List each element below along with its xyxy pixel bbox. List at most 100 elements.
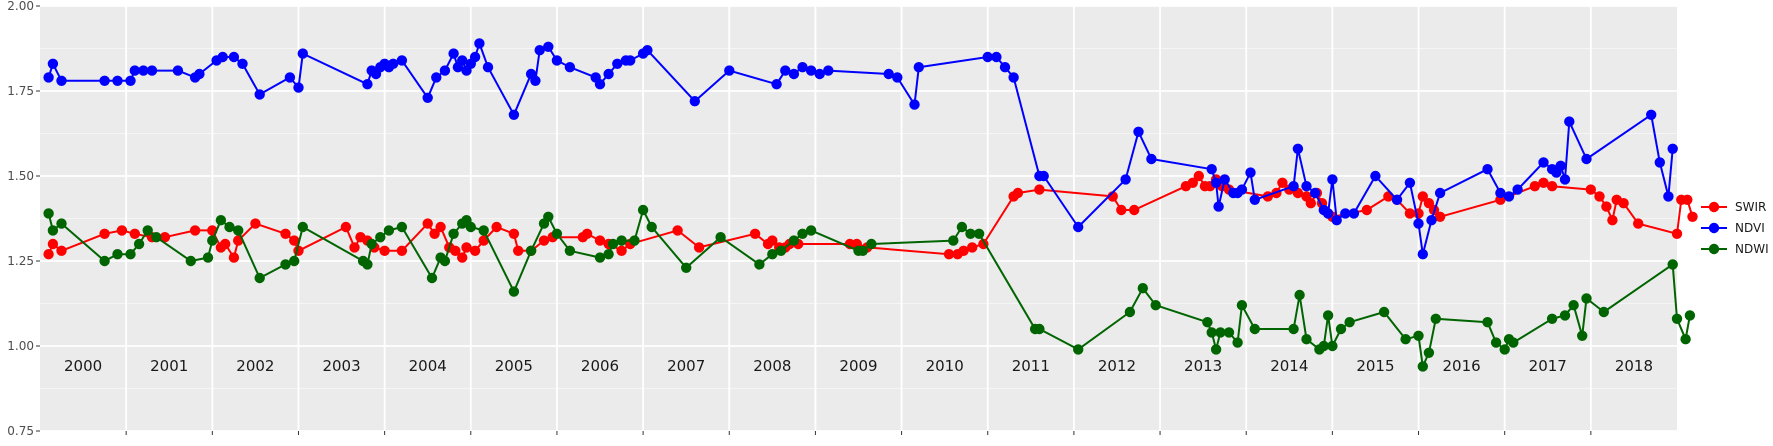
data-point: [1294, 289, 1305, 301]
data-point: [805, 65, 817, 76]
data-point: [724, 65, 735, 76]
data-point: [116, 225, 128, 236]
data-point: [478, 235, 489, 246]
data-point: [362, 259, 373, 270]
data-point: [1378, 306, 1390, 318]
data-point: [508, 286, 520, 297]
x-axis: [125, 431, 1592, 435]
data-point: [396, 221, 408, 233]
data-point: [1426, 215, 1437, 226]
data-point: [823, 65, 834, 76]
data-point: [857, 245, 868, 256]
year-label: 2009: [839, 357, 877, 375]
data-point: [805, 225, 817, 236]
data-point: [1568, 300, 1579, 311]
data-point: [1581, 293, 1592, 304]
data-point: [967, 242, 978, 253]
data-point: [681, 262, 692, 273]
data-point: [715, 232, 726, 243]
data-point: [233, 225, 244, 236]
data-point: [1482, 317, 1493, 328]
data-point: [1361, 204, 1373, 216]
data-point: [672, 225, 683, 236]
data-point: [289, 235, 300, 246]
year-label: 2004: [409, 357, 447, 375]
y-tick-label: 0.75: [7, 424, 34, 438]
year-label: 2016: [1443, 357, 1481, 375]
data-point: [125, 75, 136, 87]
data-point: [426, 272, 438, 284]
data-point: [1538, 177, 1549, 188]
data-point: [1581, 153, 1592, 165]
year-label: 2000: [64, 357, 102, 375]
data-point: [1008, 72, 1019, 83]
legend-key-point: [1708, 222, 1720, 234]
legend-key-point: [1708, 201, 1720, 213]
data-point: [207, 235, 218, 246]
year-label: 2001: [150, 357, 188, 375]
data-point: [1322, 208, 1334, 219]
data-point: [1245, 167, 1256, 178]
data-point: [1512, 184, 1523, 195]
year-label: 2006: [581, 357, 619, 375]
data-point: [1277, 177, 1288, 188]
data-point: [482, 61, 494, 73]
data-point: [594, 79, 606, 90]
data-point: [948, 235, 959, 246]
data-point: [465, 221, 476, 233]
data-point: [1187, 177, 1199, 188]
data-point: [1193, 170, 1205, 182]
data-point: [133, 238, 145, 250]
data-point: [689, 96, 700, 107]
data-point: [237, 58, 248, 69]
data-point: [612, 58, 623, 69]
data-point: [1423, 347, 1435, 358]
data-point: [693, 242, 705, 253]
data-point: [1206, 164, 1217, 175]
y-tick-label: 1.75: [7, 84, 34, 98]
data-point: [43, 249, 54, 260]
data-point: [1232, 337, 1243, 348]
data-point: [534, 45, 545, 56]
data-point: [474, 38, 485, 49]
data-point: [1137, 283, 1149, 294]
data-point: [1546, 181, 1558, 192]
data-point: [616, 245, 627, 256]
data-point: [469, 245, 481, 256]
data-point: [280, 228, 291, 239]
year-label: 2008: [753, 357, 791, 375]
data-point: [814, 68, 825, 80]
data-point: [1305, 198, 1317, 209]
data-point: [43, 208, 54, 219]
data-point: [1434, 211, 1446, 222]
series-ndwi: [43, 204, 1696, 372]
data-point: [1034, 184, 1045, 195]
data-point: [439, 255, 451, 267]
data-point: [797, 61, 808, 73]
data-point: [1671, 228, 1683, 239]
data-point: [999, 61, 1011, 73]
data-point: [1146, 153, 1157, 165]
data-point: [1116, 204, 1127, 216]
data-point: [47, 225, 59, 236]
data-point: [1667, 143, 1678, 154]
data-point: [142, 225, 153, 236]
data-point: [616, 235, 627, 246]
data-point: [646, 221, 657, 233]
data-point: [1413, 218, 1424, 229]
data-point: [1391, 194, 1403, 205]
data-point: [551, 228, 563, 239]
data-point: [379, 245, 390, 256]
data-point: [280, 259, 291, 270]
data-point: [991, 51, 1002, 63]
data-point: [1340, 208, 1351, 219]
data-point: [909, 99, 920, 110]
data-point: [1495, 187, 1506, 199]
data-point: [375, 232, 386, 243]
data-point: [396, 245, 408, 256]
data-point: [594, 252, 606, 263]
data-point: [1034, 323, 1045, 335]
data-point: [1680, 334, 1691, 345]
data-point: [1503, 191, 1515, 202]
